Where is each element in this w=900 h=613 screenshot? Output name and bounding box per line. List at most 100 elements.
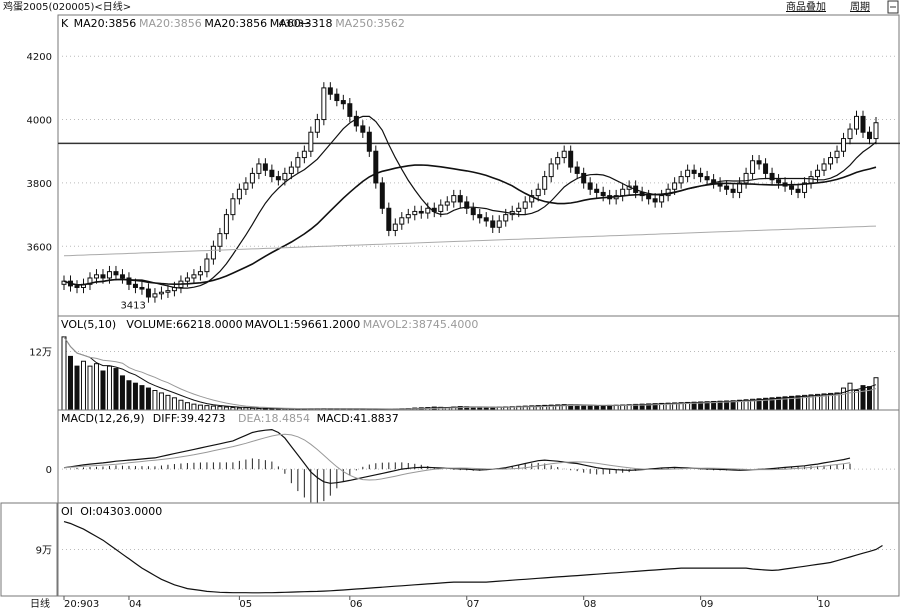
candle-body	[321, 87, 327, 121]
candle-body	[236, 188, 242, 200]
candle-body	[438, 204, 444, 212]
volume-bar	[184, 402, 190, 411]
candle-body	[412, 210, 418, 216]
candle-body	[204, 258, 210, 273]
volume-bar	[152, 390, 158, 411]
candle-body	[165, 290, 171, 293]
ma20-line	[63, 115, 877, 289]
chart-title: 鸡蛋2005(020005)<日线>	[3, 0, 131, 13]
candle-body	[769, 172, 775, 181]
candle-body	[587, 182, 593, 190]
macd-panel: MACD(12,26,9) DIFF:39.4273 DEA:18.4854 MACD…	[46, 409, 900, 504]
candle-body	[685, 169, 691, 178]
legend-entry: MAVOL2:38745.4000	[363, 318, 479, 331]
candle-body	[119, 274, 125, 279]
candle-body	[750, 160, 756, 174]
legend-entry: DEA:18.4854	[238, 412, 310, 425]
diff-line	[63, 428, 851, 484]
dea-line	[63, 433, 851, 481]
candle-body	[873, 122, 879, 140]
candle-body	[847, 128, 853, 140]
x-tick-label: 10	[818, 599, 831, 610]
export-icon[interactable]	[887, 0, 899, 14]
price-panel: K MA20:3856 MA20:3856 MA20:3856 MA60:3318 MA2…	[27, 14, 900, 317]
candle-body	[282, 172, 288, 181]
candle-body	[841, 138, 847, 152]
candle-body	[464, 201, 470, 209]
candle-body	[457, 195, 463, 203]
candle-body	[353, 115, 359, 127]
candle-body	[698, 172, 704, 178]
candle-body	[477, 214, 483, 219]
candle-body	[555, 157, 561, 165]
candle-body	[106, 271, 112, 279]
candle-body	[308, 131, 314, 152]
candle-body	[854, 115, 860, 130]
legend-entry: MACD:41.8837	[317, 412, 399, 425]
candle-body	[262, 163, 268, 171]
candle-body	[522, 201, 528, 209]
candle-body	[795, 188, 801, 193]
candle-body	[132, 283, 138, 288]
candle-body	[87, 277, 93, 285]
candle-body	[678, 176, 684, 184]
volume-bar	[113, 368, 119, 411]
price-ytick: 3600	[27, 242, 52, 253]
candle-body	[340, 100, 346, 105]
candle-body	[93, 274, 99, 279]
volume-bar	[191, 403, 197, 411]
volume-bar	[158, 392, 164, 411]
candle-body	[113, 271, 119, 276]
candle-body	[574, 166, 580, 174]
volume-bar	[74, 365, 80, 411]
candle-body	[74, 285, 80, 288]
mavol1-line	[63, 336, 877, 410]
volume-bar	[860, 385, 866, 411]
price-ytick: 4000	[27, 116, 52, 127]
overlay-commodity-link[interactable]: 商品叠加	[786, 0, 826, 13]
candle-body	[126, 277, 132, 285]
x-tick-label: 09	[701, 599, 714, 610]
candle-body	[288, 166, 294, 174]
candle-body	[249, 172, 255, 184]
candle-body	[301, 150, 307, 159]
candle-body	[672, 182, 678, 190]
volume-bar	[80, 360, 86, 411]
volume-bar	[165, 394, 171, 411]
candle-body	[834, 150, 840, 159]
candle-body	[659, 195, 665, 203]
candle-body	[860, 115, 866, 133]
x-tick-label: 20:903	[64, 599, 99, 610]
panel-frame	[57, 14, 900, 317]
legend-entry: MAVOL1:59661.2000	[245, 318, 361, 331]
volume-bar	[841, 387, 847, 411]
volume-bar	[587, 405, 593, 411]
candle-body	[425, 207, 431, 214]
volume-bar	[210, 405, 216, 411]
candle-body	[230, 198, 236, 216]
candle-body	[763, 163, 769, 174]
low-label: 3413	[120, 301, 145, 312]
candle-body	[152, 293, 158, 298]
oi-panel: OI OI:04303.0000 9万	[0, 502, 900, 597]
legend-entry: VOLUME:66218.0000	[126, 318, 242, 331]
candle-body	[191, 274, 197, 279]
candle-body	[756, 160, 762, 165]
candle-body	[483, 217, 489, 222]
candle-body	[652, 198, 658, 203]
candle-body	[620, 188, 626, 197]
volume-bar	[61, 336, 67, 411]
candle-body	[197, 271, 203, 276]
period-link[interactable]: 周期	[850, 1, 870, 13]
ma250-line	[63, 225, 877, 257]
candle-body	[451, 195, 457, 203]
candle-body	[366, 131, 372, 152]
legend-entry: K	[61, 17, 69, 30]
volume-bar	[119, 375, 125, 411]
candle-body	[503, 214, 509, 222]
candle-body	[743, 172, 749, 184]
price-ytick: 4200	[27, 52, 52, 63]
candle-body	[581, 172, 587, 184]
candle-body	[295, 157, 301, 168]
volume-bar	[87, 365, 93, 411]
